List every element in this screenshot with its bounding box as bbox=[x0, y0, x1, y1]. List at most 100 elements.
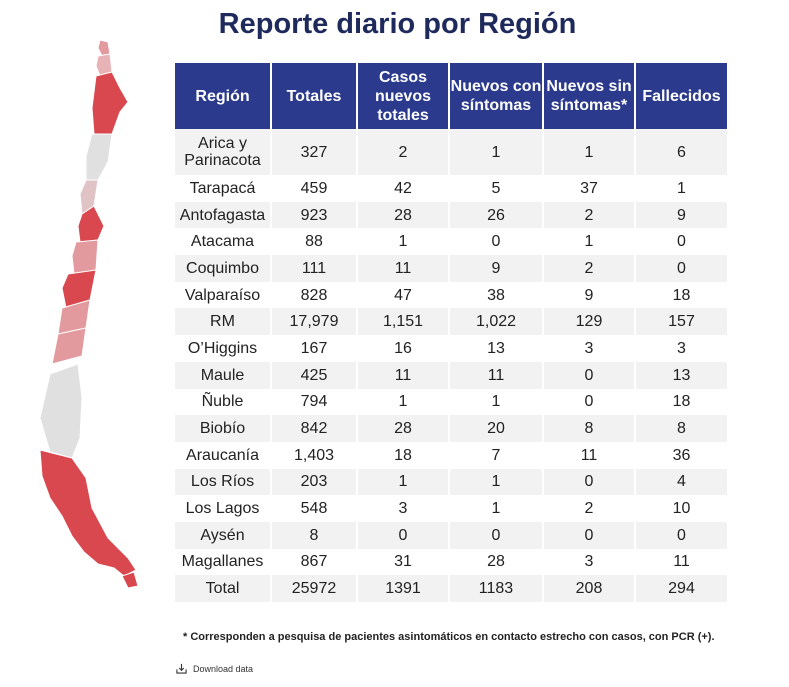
value-cell: 1 bbox=[449, 468, 544, 496]
map-region-atacama bbox=[85, 133, 113, 181]
table-row: Biobío 842 28 20 8 8 bbox=[175, 415, 727, 442]
value-cell: 1 bbox=[449, 388, 544, 416]
value-cell: 867 bbox=[271, 548, 358, 576]
value-cell: 16 bbox=[357, 335, 450, 362]
table-row: Arica y Parinacota 327 2 1 1 6 bbox=[175, 129, 727, 175]
value-cell: 0 bbox=[635, 255, 727, 282]
value-cell: 31 bbox=[357, 548, 450, 576]
value-cell: 11 bbox=[543, 441, 636, 469]
value-cell: 923 bbox=[271, 201, 358, 229]
region-name-cell: Arica y Parinacota bbox=[175, 129, 272, 175]
value-cell: 3 bbox=[357, 495, 450, 522]
value-cell: 0 bbox=[357, 521, 450, 549]
table-row: RM 17,979 1,151 1,022 129 157 bbox=[175, 308, 727, 336]
value-cell: 8 bbox=[635, 415, 727, 442]
table-row: Atacama 88 1 0 1 0 bbox=[175, 228, 727, 256]
value-cell: 9 bbox=[449, 255, 544, 282]
map-region-far-south bbox=[39, 449, 137, 577]
value-cell: 0 bbox=[543, 361, 636, 389]
value-cell: 17,979 bbox=[271, 308, 358, 336]
table-row: Los Lagos 548 3 1 2 10 bbox=[175, 495, 727, 522]
footnote: * Corresponden a pesquisa de pacientes a… bbox=[183, 631, 715, 643]
value-cell: 9 bbox=[543, 281, 636, 309]
value-cell: 26 bbox=[449, 201, 544, 229]
value-cell: 167 bbox=[271, 335, 358, 362]
value-cell: 13 bbox=[635, 361, 727, 389]
map-region-arica bbox=[97, 39, 111, 57]
value-cell: 88 bbox=[271, 228, 358, 256]
value-cell: 1 bbox=[543, 129, 636, 175]
value-cell: 13 bbox=[449, 335, 544, 362]
value-cell: 842 bbox=[271, 415, 358, 442]
region-name-cell: O’Higgins bbox=[175, 335, 272, 362]
value-cell: 1 bbox=[449, 129, 544, 175]
region-name-cell: Tarapacá bbox=[175, 175, 272, 202]
value-cell: 548 bbox=[271, 495, 358, 522]
table-row: Magallanes 867 31 28 3 11 bbox=[175, 548, 727, 576]
table-row: Aysén 8 0 0 0 0 bbox=[175, 521, 727, 549]
value-cell: 459 bbox=[271, 175, 358, 202]
region-name-cell: Ñuble bbox=[175, 388, 272, 416]
value-cell: 1 bbox=[449, 495, 544, 522]
download-icon bbox=[176, 663, 187, 674]
value-cell: 8 bbox=[271, 521, 358, 549]
region-name-cell: Atacama bbox=[175, 228, 272, 256]
value-cell: 1,022 bbox=[449, 308, 544, 336]
table-row: Maule 425 11 11 0 13 bbox=[175, 361, 727, 389]
value-cell: 129 bbox=[543, 308, 636, 336]
value-cell: 203 bbox=[271, 468, 358, 496]
region-name-cell: Biobío bbox=[175, 415, 272, 442]
value-cell: 9 bbox=[635, 201, 727, 229]
page-title: Reporte diario por Región bbox=[218, 8, 577, 40]
value-cell: 2 bbox=[543, 495, 636, 522]
value-cell: 1 bbox=[543, 228, 636, 256]
value-cell: 36 bbox=[635, 441, 727, 469]
table-row: Los Ríos 203 1 1 0 4 bbox=[175, 468, 727, 496]
value-cell: 28 bbox=[449, 548, 544, 576]
region-name-cell: Aysén bbox=[175, 521, 272, 549]
region-name-cell: Coquimbo bbox=[175, 255, 272, 282]
map-region-rm bbox=[61, 269, 97, 309]
download-data-link[interactable]: Download data bbox=[176, 663, 253, 674]
value-cell: 3 bbox=[635, 335, 727, 362]
column-header: Casos nuevos totales bbox=[357, 63, 450, 129]
map-region-south-central bbox=[39, 363, 83, 459]
value-cell: 47 bbox=[357, 281, 450, 309]
value-cell: 2 bbox=[357, 129, 450, 175]
value-cell: 28 bbox=[357, 415, 450, 442]
table-row: O’Higgins 167 16 13 3 3 bbox=[175, 335, 727, 362]
value-cell: 0 bbox=[543, 521, 636, 549]
table-total-row: Total 25972 1391 1183 208 294 bbox=[175, 575, 727, 602]
region-name-cell: RM bbox=[175, 308, 272, 336]
value-cell: 1 bbox=[635, 175, 727, 202]
region-name-cell: Magallanes bbox=[175, 548, 272, 576]
value-cell: 0 bbox=[449, 228, 544, 256]
value-cell: 18 bbox=[635, 281, 727, 309]
table-row: Araucanía 1,403 18 7 11 36 bbox=[175, 441, 727, 469]
region-name-cell: Maule bbox=[175, 361, 272, 389]
value-cell: 8 bbox=[543, 415, 636, 442]
map-region-tierra-del-fuego bbox=[121, 571, 139, 589]
total-value-cell: 1183 bbox=[449, 575, 544, 602]
region-name-cell: Valparaíso bbox=[175, 281, 272, 309]
value-cell: 4 bbox=[635, 468, 727, 496]
region-name-cell: Los Ríos bbox=[175, 468, 272, 496]
region-name-cell: Antofagasta bbox=[175, 201, 272, 229]
table-row: Tarapacá 459 42 5 37 1 bbox=[175, 175, 727, 202]
value-cell: 828 bbox=[271, 281, 358, 309]
value-cell: 3 bbox=[543, 548, 636, 576]
column-header: Nuevos con síntomas bbox=[449, 63, 544, 129]
table-row: Valparaíso 828 47 38 9 18 bbox=[175, 281, 727, 309]
value-cell: 20 bbox=[449, 415, 544, 442]
value-cell: 1 bbox=[357, 228, 450, 256]
value-cell: 7 bbox=[449, 441, 544, 469]
column-header: Fallecidos bbox=[635, 63, 727, 129]
value-cell: 0 bbox=[635, 521, 727, 549]
region-name-cell: Los Lagos bbox=[175, 495, 272, 522]
value-cell: 18 bbox=[357, 441, 450, 469]
column-header: Nuevos sin síntomas* bbox=[543, 63, 636, 129]
value-cell: 794 bbox=[271, 388, 358, 416]
table-header-row: Región Totales Casos nuevos totales Nuev… bbox=[175, 63, 727, 129]
total-value-cell: 25972 bbox=[271, 575, 358, 602]
table-row: Antofagasta 923 28 26 2 9 bbox=[175, 201, 727, 229]
